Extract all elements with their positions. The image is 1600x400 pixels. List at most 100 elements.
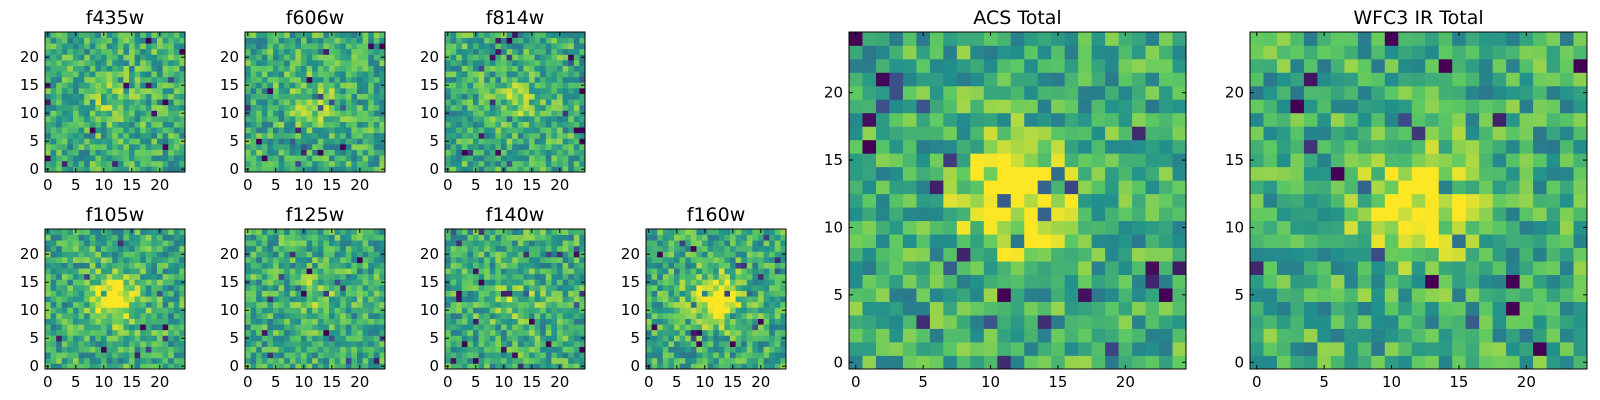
- heatmap-cell: [117, 160, 124, 167]
- heatmap-cell: [730, 251, 736, 258]
- heatmap-cell: [568, 149, 575, 156]
- heatmap-cell: [289, 240, 296, 247]
- heatmap-cell: [523, 262, 530, 269]
- x-tick-label: 5: [271, 373, 281, 391]
- heatmap-cell: [306, 37, 313, 44]
- heatmap-cell: [562, 357, 569, 364]
- heatmap-cell: [101, 60, 107, 66]
- heatmap-cell: [151, 99, 158, 106]
- heatmap-cell: [461, 116, 468, 122]
- heatmap-cell: [173, 285, 180, 291]
- heatmap-cell: [551, 245, 558, 252]
- heatmap-cell: [129, 329, 135, 336]
- heatmap-cell: [267, 324, 274, 331]
- heatmap-cell: [112, 262, 119, 269]
- heatmap-cell: [489, 37, 496, 44]
- heatmap-cell: [101, 76, 107, 83]
- heatmap-cell: [540, 138, 547, 145]
- heatmap-cell: [450, 99, 457, 106]
- heatmap-cell: [461, 93, 468, 100]
- heatmap-cell: [368, 341, 375, 347]
- heatmap-cell: [78, 285, 85, 291]
- heatmap-cell: [568, 32, 575, 38]
- heatmap-cell: [368, 324, 375, 331]
- heatmap-cell: [351, 245, 358, 252]
- heatmap-cell: [461, 329, 468, 336]
- heatmap-cell: [368, 82, 375, 89]
- axes-frame: [44, 31, 186, 173]
- heatmap-cell: [445, 301, 451, 308]
- heatmap-cell: [151, 335, 158, 342]
- heatmap-cell: [484, 166, 491, 173]
- heatmap-cell: [312, 104, 319, 111]
- heatmap-cell: [134, 329, 141, 336]
- heatmap-cell: [674, 352, 680, 359]
- heatmap-cell: [329, 144, 335, 150]
- heatmap-cell: [1172, 315, 1187, 329]
- heatmap-cell: [256, 285, 263, 291]
- heatmap-cell: [273, 279, 279, 286]
- heatmap-cell: [445, 285, 451, 291]
- heatmap-cell: [573, 352, 580, 359]
- heatmap-cell: [1172, 274, 1187, 289]
- heatmap-cell: [140, 273, 147, 280]
- heatmap-cell: [106, 60, 113, 66]
- heatmap-cell: [301, 88, 307, 94]
- heatmap-cell: [329, 155, 335, 162]
- heatmap-cell: [540, 240, 547, 247]
- heatmap-cell: [774, 313, 781, 319]
- heatmap-cell: [512, 268, 519, 275]
- heatmap-cell: [329, 257, 335, 263]
- heatmap-cell: [506, 307, 513, 314]
- heatmap-cell: [351, 110, 358, 117]
- heatmap-cell: [551, 262, 558, 269]
- heatmap-cell: [351, 132, 358, 139]
- heatmap-cell: [273, 262, 279, 269]
- heatmap-cell: [295, 251, 302, 258]
- heatmap-cell: [512, 329, 519, 336]
- heatmap-cell: [461, 138, 468, 145]
- heatmap-cell: [489, 127, 496, 134]
- heatmap-cell: [702, 290, 708, 297]
- heatmap-cell: [323, 262, 330, 269]
- heatmap-cell: [317, 43, 324, 50]
- heatmap-cell: [50, 301, 57, 308]
- heatmap-cell: [250, 329, 257, 336]
- heatmap-cell: [345, 104, 352, 111]
- heatmap-cell: [707, 346, 714, 353]
- heatmap-cell: [351, 363, 358, 370]
- heatmap-cell: [134, 363, 141, 370]
- heatmap-cell: [1064, 220, 1079, 235]
- heatmap-cell: [557, 251, 563, 258]
- heatmap-cell: [61, 110, 68, 117]
- heatmap-cell: [89, 229, 96, 235]
- heatmap-cell: [862, 166, 877, 181]
- heatmap-cell: [368, 71, 375, 78]
- heatmap-cell: [273, 121, 279, 128]
- heatmap-cell: [67, 138, 74, 145]
- heatmap-cell: [179, 346, 186, 353]
- heatmap-cell: [168, 257, 175, 263]
- heatmap-cell: [284, 110, 291, 117]
- heatmap-cell: [373, 37, 380, 44]
- heatmap-cell: [145, 155, 152, 162]
- heatmap-cell: [295, 54, 302, 61]
- heatmap-cell: [445, 93, 451, 100]
- heatmap-cell: [467, 121, 474, 128]
- heatmap-cell: [557, 65, 563, 72]
- heatmap-cell: [362, 341, 369, 347]
- heatmap-cell: [345, 121, 352, 128]
- heatmap-cell: [478, 138, 485, 145]
- heatmap-cell: [379, 116, 386, 122]
- heatmap-cell: [329, 127, 335, 134]
- heatmap-cell: [456, 341, 463, 347]
- heatmap-cell: [929, 328, 944, 343]
- heatmap-cell: [267, 234, 274, 241]
- heatmap-cell: [101, 268, 107, 275]
- heatmap-cell: [557, 273, 563, 280]
- heatmap-cell: [168, 240, 175, 247]
- heatmap-cell: [162, 121, 169, 128]
- heatmap-cell: [245, 132, 251, 139]
- heatmap-cell: [489, 262, 496, 269]
- heatmap-cell: [89, 104, 96, 111]
